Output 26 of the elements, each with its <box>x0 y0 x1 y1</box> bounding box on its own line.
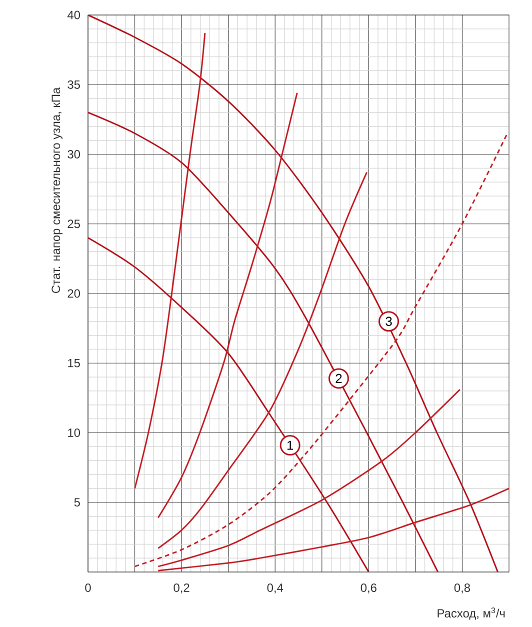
line-series <box>134 32 206 490</box>
y-tick-label: 20 <box>68 289 80 298</box>
line-series <box>134 134 508 568</box>
y-tick-label: 25 <box>68 220 80 228</box>
line-series <box>88 237 370 572</box>
line-series <box>157 172 368 550</box>
x-tick-label: 0,4 <box>267 584 284 594</box>
annotation: 2 <box>336 374 342 383</box>
y-tick-label: 40 <box>67 10 80 20</box>
x-axis-title: Расход, м$^{3}$/ч <box>438 608 505 620</box>
annotation: 1 <box>287 440 294 450</box>
line-series <box>88 112 439 572</box>
x-tick-label: 0 <box>85 584 91 592</box>
y-tick-label: 30 <box>68 150 80 158</box>
x-tick-label: 0,2 <box>174 584 190 594</box>
y-tick-label: 35 <box>68 80 80 89</box>
annotation: 3 <box>386 316 392 326</box>
line-series <box>157 92 298 518</box>
y-tick-label: 5 <box>74 498 80 507</box>
x-tick-label: 0,6 <box>360 584 376 594</box>
y-tick-label: 15 <box>68 358 80 368</box>
line-series <box>157 388 461 568</box>
y-tick-label: 10 <box>68 428 80 437</box>
x-tick-label: 0,8 <box>454 584 470 594</box>
y-axis-title: Стат. напор смесительного узла, кПа <box>52 87 62 293</box>
line-series <box>157 488 510 572</box>
